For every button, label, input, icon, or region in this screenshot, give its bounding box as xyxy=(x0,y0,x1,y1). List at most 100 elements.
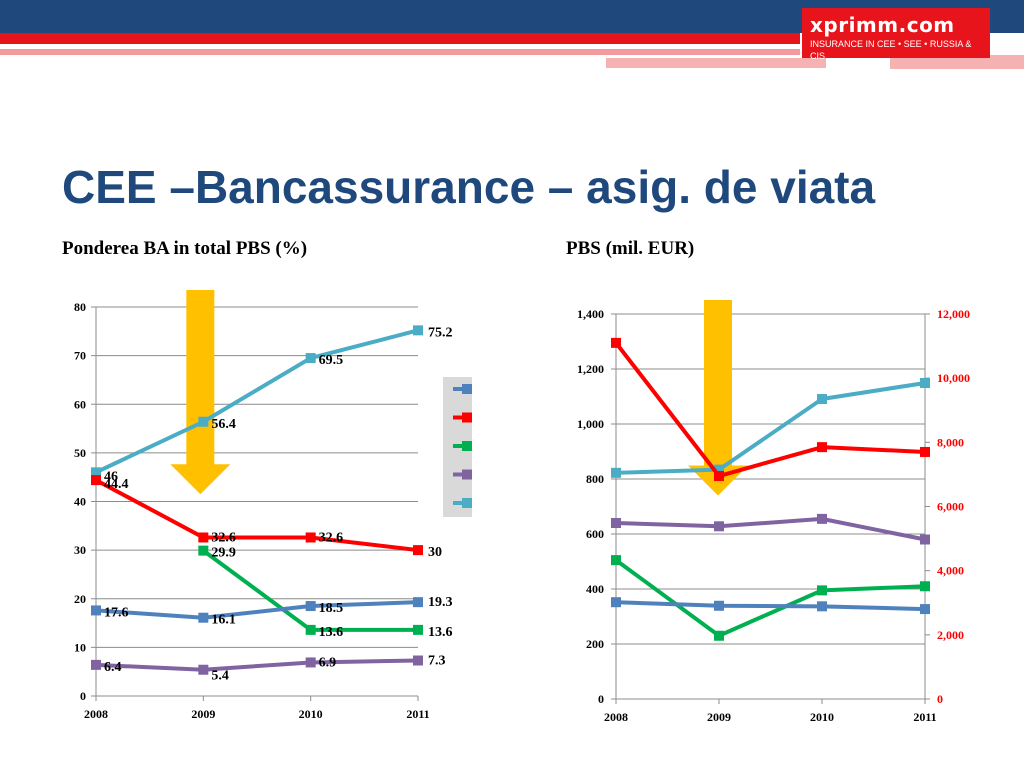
ytick-label-400: 400 xyxy=(586,582,604,596)
point-slovenia-2011 xyxy=(413,655,423,666)
ytick-label-10: 10 xyxy=(74,640,86,654)
data-label-romania-2010: 13.6 xyxy=(319,625,344,640)
ytick-label-0: 0 xyxy=(80,689,86,703)
data-label-slovenia-2010: 6.9 xyxy=(319,655,337,670)
ytick-label-60: 60 xyxy=(74,397,86,411)
point-croatia-2009 xyxy=(714,600,724,611)
xtick-label-2008: 2008 xyxy=(84,707,108,721)
ytick-label-0: 0 xyxy=(598,692,604,706)
data-label-romania-2011: 13.6 xyxy=(428,625,453,640)
legend-swatch-marker-slovenia xyxy=(462,469,472,480)
point-slovenia-2010 xyxy=(817,513,827,524)
chart-ba-share: 0 10 20 30 40 50 60 70 80 2008 2009 2010 2011 17.6 16.… xyxy=(74,290,472,721)
ytick-right-label-8-000: 8,000 xyxy=(937,435,964,449)
series-line-polonia xyxy=(95,478,419,553)
xtick-label-2011: 2011 xyxy=(913,710,936,724)
data-label-turcia-2008: 46 xyxy=(104,469,118,484)
ytick-label-50: 50 xyxy=(74,446,86,460)
point-slovenia-2008 xyxy=(91,659,101,670)
data-label-polonia-2011: 30 xyxy=(428,545,442,560)
point-croatia-2008 xyxy=(91,605,101,616)
data-label-slovenia-2011: 7.3 xyxy=(428,654,446,669)
ytick-label-200: 200 xyxy=(586,637,604,651)
point-slovenia-2008 xyxy=(611,518,621,528)
point-croatia-2011 xyxy=(413,597,423,608)
trend-down-arrow xyxy=(170,290,231,495)
point-turcia-2008 xyxy=(91,467,101,478)
ytick-label-30: 30 xyxy=(74,543,86,557)
point-polonia-2009 xyxy=(198,532,209,543)
legend-swatch-marker-romania xyxy=(462,441,472,451)
ytick-right-label-2-000: 2,000 xyxy=(937,628,964,642)
point-croatia-2008 xyxy=(611,597,621,608)
xtick-label-2011: 2011 xyxy=(406,707,429,721)
point-polonia-2010 xyxy=(305,532,316,543)
point-turcia-2010 xyxy=(817,394,827,405)
point-slovenia-2009 xyxy=(714,521,724,532)
point-romania-2010 xyxy=(305,624,316,635)
ytick-right-label-6-000: 6,000 xyxy=(937,500,964,514)
ytick-right-label-12-000: 12,000 xyxy=(937,307,970,321)
xtick-label-2009: 2009 xyxy=(191,707,215,721)
chart-pbs: 0 200 400 600 800 1,000 1,200 1,400 0 2,000 4,000 6… xyxy=(577,300,970,724)
point-romania-2011 xyxy=(920,581,930,592)
data-label-slovenia-2009: 5.4 xyxy=(211,669,229,684)
series-line-croatia xyxy=(615,600,926,612)
point-polonia-2011 xyxy=(413,545,423,556)
logo-name: xprimm.com xyxy=(810,13,955,37)
series-line-turcia xyxy=(615,381,926,475)
point-polonia-2009 xyxy=(714,471,724,482)
point-romania-2008 xyxy=(611,555,621,566)
point-turcia-2009 xyxy=(198,416,209,427)
data-label-turcia-2011: 75.2 xyxy=(428,325,453,340)
point-croatia-2010 xyxy=(817,601,827,612)
point-croatia-2009 xyxy=(198,612,209,623)
data-label-polonia-2008: 44.4 xyxy=(104,477,129,492)
data-label-croatia-2010: 18.5 xyxy=(319,601,344,616)
series-line-slovenia xyxy=(615,516,926,542)
ytick-label-20: 20 xyxy=(74,592,86,606)
data-label-turcia-2009: 56.4 xyxy=(211,417,236,432)
series-line-turcia xyxy=(95,328,419,475)
point-slovenia-2009 xyxy=(198,664,209,675)
point-romania-2009 xyxy=(198,545,209,556)
data-label-slovenia-2008: 6.4 xyxy=(104,660,122,675)
ytick-label-40: 40 xyxy=(74,495,86,509)
chart2-title: PBS (mil. EUR) xyxy=(566,238,695,259)
logo-shadow-bar xyxy=(890,55,1024,69)
point-turcia-2008 xyxy=(611,467,621,478)
point-turcia-2011 xyxy=(920,377,930,388)
data-label-turcia-2010: 69.5 xyxy=(319,353,344,368)
ytick-label-1-000: 1,000 xyxy=(577,417,604,431)
ytick-right-label-0: 0 xyxy=(937,692,943,706)
trend-down-arrow xyxy=(688,300,748,496)
series-line-slovenia xyxy=(95,658,419,672)
xprimm-logo[interactable]: xprimm.com INSURANCE IN CEE • SEE • RUSS… xyxy=(802,8,990,61)
point-croatia-2011 xyxy=(920,604,930,615)
xtick-label-2008: 2008 xyxy=(604,710,628,724)
ytick-label-1-200: 1,200 xyxy=(577,362,604,376)
series-line-romania xyxy=(614,558,926,638)
xtick-label-2009: 2009 xyxy=(707,710,731,724)
header-white-stripe xyxy=(0,44,800,49)
series-line-polonia xyxy=(614,341,926,479)
header-pink-bar xyxy=(606,58,826,68)
data-label-polonia-2010: 32.6 xyxy=(319,530,344,545)
ytick-label-600: 600 xyxy=(586,527,604,541)
ytick-label-800: 800 xyxy=(586,472,604,486)
chart1-title: Ponderea BA in total PBS (%) xyxy=(62,238,308,259)
legend-swatch-marker-polonia xyxy=(462,412,472,423)
slide-title: CEE –Bancassurance – asig. de viata xyxy=(62,161,876,213)
point-romania-2010 xyxy=(817,585,827,596)
point-romania-2009 xyxy=(714,630,724,641)
legend-swatch-marker-croatia xyxy=(462,384,472,394)
data-label-croatia-2008: 17.6 xyxy=(104,605,129,620)
point-slovenia-2011 xyxy=(920,534,930,545)
data-label-croatia-2011: 19.3 xyxy=(428,595,453,610)
legend-swatch-marker-turcia xyxy=(462,498,472,508)
header-red-stripe xyxy=(0,33,800,44)
data-label-croatia-2009: 16.1 xyxy=(211,613,236,628)
data-label-polonia-2009: 32.6 xyxy=(211,530,236,545)
point-polonia-2008 xyxy=(91,475,101,486)
header-pink-stripe xyxy=(0,49,800,55)
